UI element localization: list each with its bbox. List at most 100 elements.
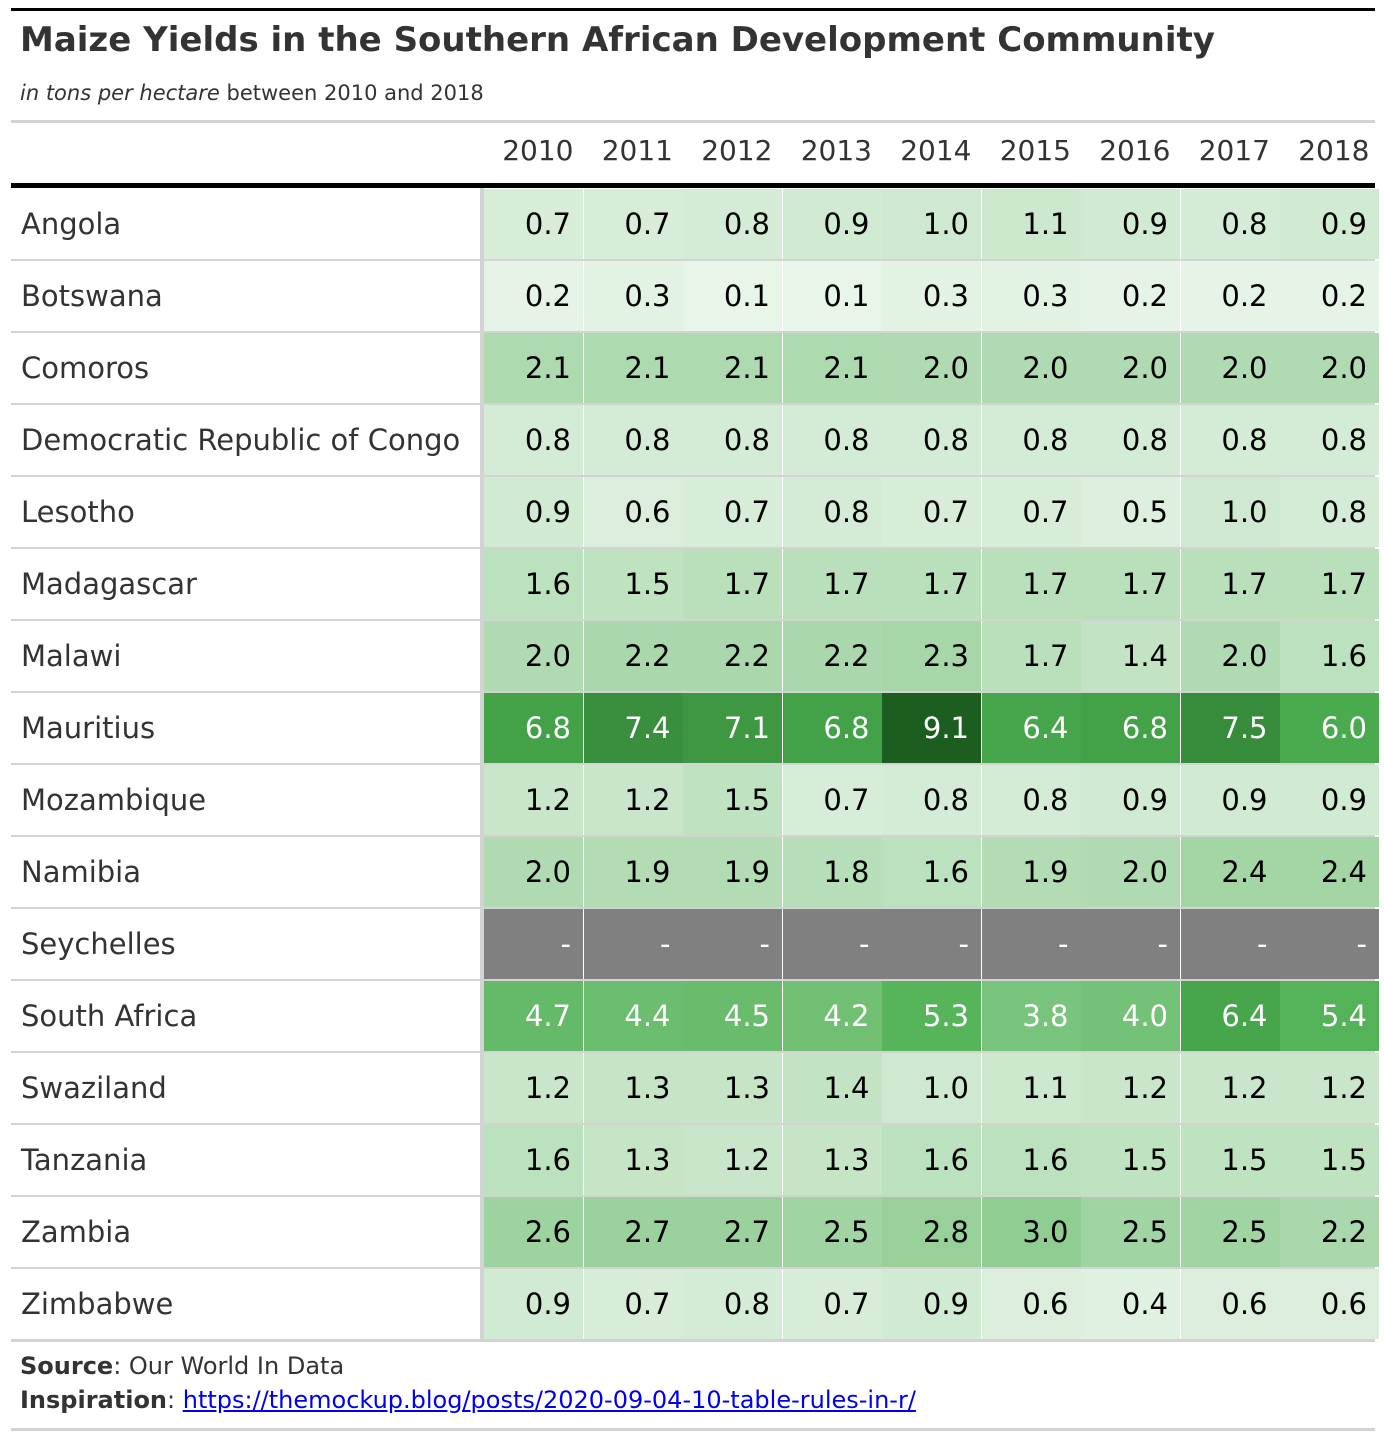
data-cell: 2.5 (1180, 1197, 1280, 1267)
data-cell: 3.8 (981, 981, 1081, 1051)
data-cell: 7.4 (583, 693, 683, 763)
data-cell: 1.3 (583, 1125, 683, 1195)
data-cell: 2.0 (484, 837, 583, 907)
data-cell: 2.7 (683, 1197, 782, 1267)
data-cell: 0.8 (882, 405, 981, 475)
data-cell: 0.8 (1081, 405, 1180, 475)
data-cell: 0.8 (683, 405, 782, 475)
data-cell: 0.9 (1081, 765, 1180, 835)
table-row: Swaziland 1.2 1.3 1.3 1.4 1.0 1.1 1.2 1.2 1.2 (11, 1053, 1379, 1125)
data-cell: 1.5 (1081, 1125, 1180, 1195)
data-cell: 0.9 (1081, 189, 1180, 259)
data-cell: 1.0 (1180, 477, 1280, 547)
data-cell: 1.3 (782, 1125, 882, 1195)
data-cell: 2.7 (583, 1197, 683, 1267)
table-row: Lesotho 0.9 0.6 0.7 0.8 0.7 0.7 0.5 1.0 0.8 (11, 477, 1379, 549)
data-cell: 2.4 (1180, 837, 1280, 907)
source-note: Source: Our World In Data (20, 1352, 344, 1380)
table-row: Madagascar 1.6 1.5 1.7 1.7 1.7 1.7 1.7 1.7 1.7 (11, 549, 1379, 621)
data-cell: 6.8 (484, 693, 583, 763)
data-cell: 1.2 (683, 1125, 782, 1195)
data-cell: 0.2 (1180, 261, 1280, 331)
column-label-2017: 2017 (1198, 134, 1270, 167)
row-label: Democratic Republic of Congo (21, 423, 461, 457)
data-cell: 1.6 (882, 1125, 981, 1195)
data-cell: 1.0 (882, 1053, 981, 1123)
data-cell: 2.2 (782, 621, 882, 691)
data-cell: 0.3 (583, 261, 683, 331)
data-cell: 1.7 (1081, 549, 1180, 619)
data-cell: - (683, 909, 782, 979)
data-cell: 0.9 (484, 1269, 583, 1339)
row-label: Swaziland (21, 1071, 167, 1105)
table-title: Maize Yields in the Southern African Dev… (20, 20, 1215, 60)
data-cell: 1.7 (981, 549, 1081, 619)
data-cell: 1.3 (583, 1053, 683, 1123)
data-cell: 2.1 (583, 333, 683, 403)
data-cell: 6.8 (1081, 693, 1180, 763)
data-cell: 0.9 (1280, 765, 1379, 835)
data-cell: 1.6 (484, 549, 583, 619)
top-rule (11, 8, 1375, 11)
data-cell: 1.6 (484, 1125, 583, 1195)
data-cell: 2.3 (882, 621, 981, 691)
data-cell: 1.3 (683, 1053, 782, 1123)
row-label: Mauritius (21, 711, 156, 745)
data-cell: 2.5 (1081, 1197, 1180, 1267)
data-cell: - (583, 909, 683, 979)
data-cell: 2.0 (981, 333, 1081, 403)
data-cell: 2.2 (583, 621, 683, 691)
row-label: Botswana (21, 279, 163, 313)
data-cell: 3.0 (981, 1197, 1081, 1267)
column-label-2016: 2016 (1099, 134, 1171, 167)
data-cell: - (1280, 909, 1379, 979)
row-label: Angola (21, 207, 122, 241)
data-cell: 0.8 (1280, 405, 1379, 475)
row-label: South Africa (21, 999, 198, 1033)
data-cell: 1.1 (981, 189, 1081, 259)
data-cell: 0.2 (484, 261, 583, 331)
data-cell: 1.5 (583, 549, 683, 619)
row-label: Zimbabwe (21, 1287, 174, 1321)
data-cell: 4.0 (1081, 981, 1180, 1051)
data-cell: 5.3 (882, 981, 981, 1051)
data-cell: 2.2 (683, 621, 782, 691)
data-cell: 0.7 (583, 1269, 683, 1339)
table-subtitle: in tons per hectare between 2010 and 201… (20, 81, 484, 105)
source-label: Source (20, 1352, 114, 1380)
table-row: Malawi 2.0 2.2 2.2 2.2 2.3 1.7 1.4 2.0 1.6 (11, 621, 1379, 693)
data-cell: 1.7 (782, 549, 882, 619)
data-cell: 6.4 (1180, 981, 1280, 1051)
table-row: Zambia 2.6 2.7 2.7 2.5 2.8 3.0 2.5 2.5 2.2 (11, 1197, 1379, 1269)
data-cell: 1.7 (882, 549, 981, 619)
inspiration-note: Inspiration: https://themockup.blog/post… (20, 1386, 916, 1414)
data-cell: 2.0 (484, 621, 583, 691)
table-row: Democratic Republic of Congo 0.8 0.8 0.8 0.8… (11, 405, 1379, 477)
column-label-2011: 2011 (601, 134, 673, 167)
data-cell: 0.8 (683, 189, 782, 259)
data-cell: 0.8 (484, 405, 583, 475)
data-cell: 0.6 (1280, 1269, 1379, 1339)
data-cell: 1.4 (1081, 621, 1180, 691)
source-text: : Our World In Data (113, 1352, 345, 1380)
table-row: Mauritius 6.8 7.4 7.1 6.8 9.1 6.4 6.8 7.5 6.0 (11, 693, 1379, 765)
data-cell: 0.8 (981, 765, 1081, 835)
data-cell: 6.4 (981, 693, 1081, 763)
data-cell: 4.5 (683, 981, 782, 1051)
data-cell: 2.4 (1280, 837, 1379, 907)
data-cell: 0.6 (583, 477, 683, 547)
data-cell: 0.2 (1081, 261, 1180, 331)
data-cell: 1.4 (782, 1053, 882, 1123)
inspiration-link[interactable]: https://themockup.blog/posts/2020-09-04-… (182, 1386, 916, 1414)
data-cell: 1.7 (683, 549, 782, 619)
data-cell: 0.7 (782, 1269, 882, 1339)
data-cell: - (882, 909, 981, 979)
data-cell: 0.7 (683, 477, 782, 547)
data-cell: 2.5 (782, 1197, 882, 1267)
row-label: Madagascar (21, 567, 197, 601)
data-cell: 2.6 (484, 1197, 583, 1267)
data-cell: 0.3 (981, 261, 1081, 331)
row-label: Lesotho (21, 495, 135, 529)
data-cell: 1.6 (1280, 621, 1379, 691)
data-cell: 1.0 (882, 189, 981, 259)
